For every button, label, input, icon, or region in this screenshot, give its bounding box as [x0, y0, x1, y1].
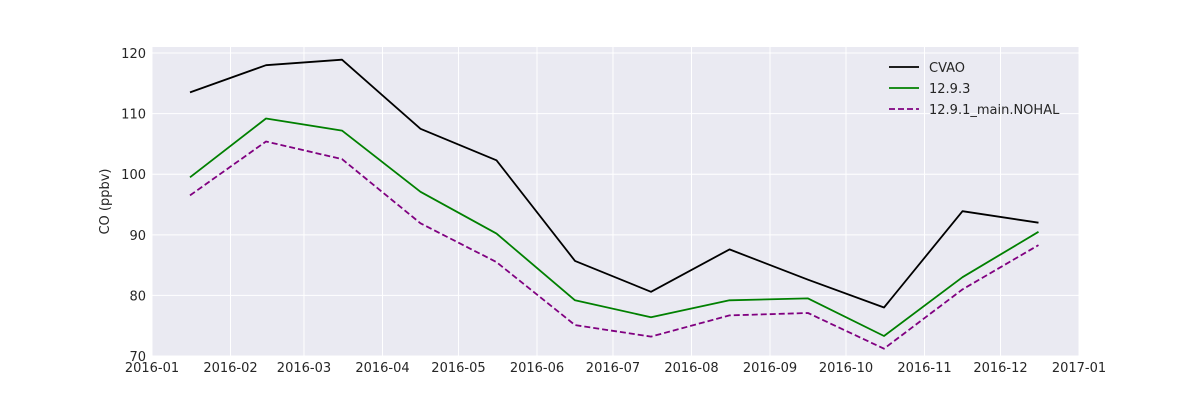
series-3-point — [883, 348, 885, 350]
x-tick-label: 2016-11 — [897, 361, 951, 376]
series-2-point — [961, 276, 963, 278]
series-2-point — [189, 176, 191, 178]
series-2-point — [341, 130, 343, 132]
series-1-point — [265, 64, 267, 66]
series-1-point — [883, 307, 885, 309]
legend-label: 12.9.1_main.NOHAL — [929, 103, 1060, 118]
legend: CVAO 12.9.3 12.9.1_main.NOHAL — [889, 61, 1060, 118]
series-2-point — [1037, 231, 1039, 233]
series-1-point — [807, 279, 809, 281]
series-1-point — [189, 91, 191, 93]
series-3-point — [574, 324, 576, 326]
x-tick-label: 2016-09 — [743, 361, 797, 376]
series-2-point — [883, 335, 885, 337]
y-tick-label: 110 — [121, 108, 146, 123]
x-tick-label: 2016-06 — [510, 361, 564, 376]
y-axis-ticks: 70 80 90 100 110 120 — [121, 47, 146, 365]
series-line-3 — [189, 140, 1039, 350]
series-1-point — [495, 159, 497, 161]
series-2-point — [650, 316, 652, 318]
series-3-point — [495, 261, 497, 263]
x-tick-label: 2016-05 — [431, 361, 485, 376]
legend-label: 12.9.3 — [929, 82, 970, 97]
series-2-point — [419, 191, 421, 193]
series-line-2 — [189, 117, 1039, 337]
x-tick-label: 2016-12 — [973, 361, 1027, 376]
series-1-point — [1037, 222, 1039, 224]
x-tick-label: 2016-02 — [203, 361, 257, 376]
x-tick-label: 2016-01 — [125, 361, 179, 376]
series-3-point — [1037, 244, 1039, 246]
y-axis-label: CO (ppbv) — [98, 168, 113, 234]
legend-label: CVAO — [929, 61, 965, 76]
series-3-point — [189, 194, 191, 196]
series-2-point — [265, 117, 267, 119]
y-tick-label: 70 — [129, 350, 146, 365]
series-1-point — [574, 260, 576, 262]
grid-lines — [151, 47, 1080, 357]
x-tick-label: 2016-10 — [819, 361, 873, 376]
series-3-point — [650, 336, 652, 338]
series-1-point — [728, 248, 730, 250]
series-1-point — [961, 210, 963, 212]
y-tick-label: 80 — [129, 289, 146, 304]
y-tick-label: 90 — [129, 229, 146, 244]
series-1-point — [650, 291, 652, 293]
series-1-point — [419, 128, 421, 130]
x-tick-label: 2017-01 — [1052, 361, 1106, 376]
series-1-point — [341, 59, 343, 61]
x-tick-label: 2016-07 — [586, 361, 640, 376]
series-3-point — [341, 158, 343, 160]
series-2-point — [574, 299, 576, 301]
y-tick-label: 120 — [121, 47, 146, 62]
series-3-point — [728, 314, 730, 316]
y-tick-label: 100 — [121, 168, 146, 183]
x-tick-label: 2016-03 — [277, 361, 331, 376]
series-line-1 — [189, 58, 1039, 309]
series-layer — [189, 58, 1039, 350]
series-2-point — [728, 299, 730, 301]
series-3-point — [419, 222, 421, 224]
x-tick-label: 2016-04 — [355, 361, 409, 376]
series-3-point — [961, 288, 963, 290]
series-2-point — [807, 297, 809, 299]
series-3-point — [265, 141, 267, 143]
series-2-point — [495, 233, 497, 235]
series-3-point — [807, 312, 809, 314]
x-axis-ticks: 2016-01 2016-02 2016-03 2016-04 2016-05 2016-… — [125, 361, 1106, 376]
x-tick-label: 2016-08 — [664, 361, 718, 376]
